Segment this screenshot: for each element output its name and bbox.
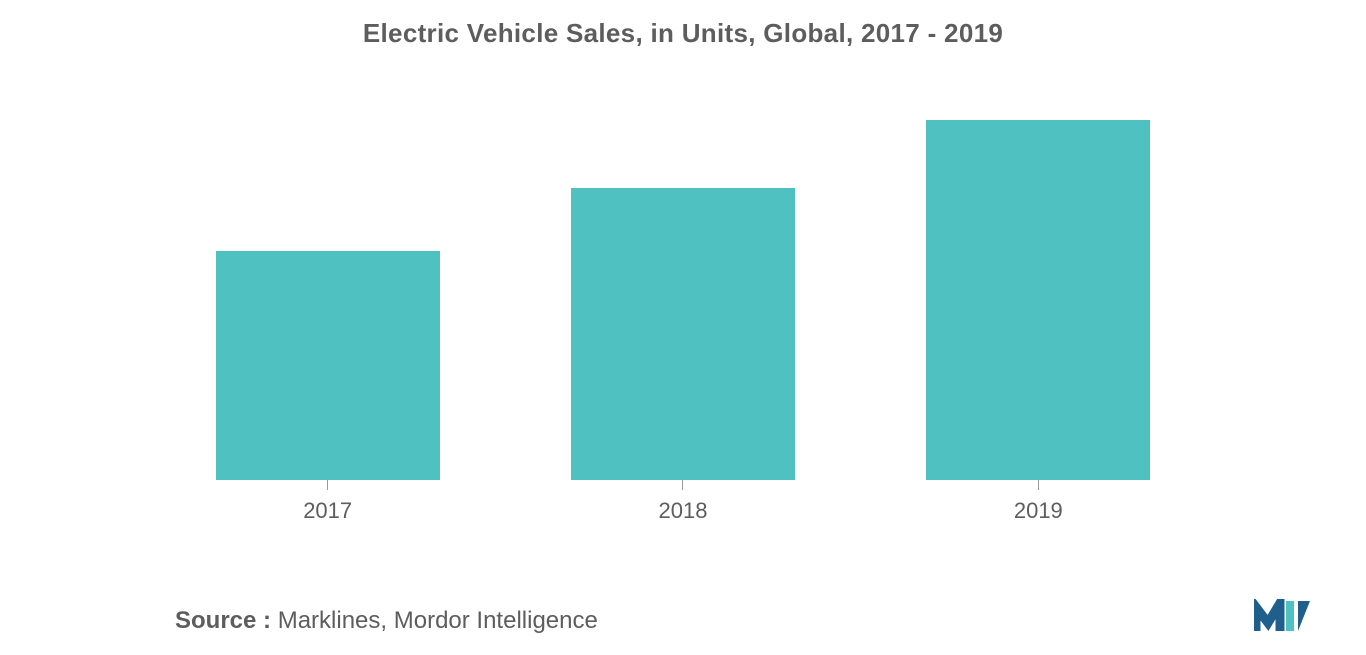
tick-group: 2017: [150, 480, 505, 524]
tick-group: 2018: [505, 480, 860, 524]
bar-2019: [926, 120, 1150, 480]
x-axis-label: 2019: [1014, 498, 1063, 524]
mordor-intelligence-logo-icon: [1254, 599, 1314, 635]
tick-mark: [1038, 480, 1039, 490]
x-axis-label: 2018: [659, 498, 708, 524]
source-text: Marklines, Mordor Intelligence: [278, 607, 598, 634]
x-axis-ticks: 2017 2018 2019: [120, 480, 1246, 524]
bars-wrapper: [120, 90, 1246, 480]
tick-mark: [327, 480, 328, 490]
chart-container: Electric Vehicle Sales, in Units, Global…: [0, 0, 1366, 655]
tick-group: 2019: [861, 480, 1216, 524]
source-line: Source : Marklines, Mordor Intelligence: [175, 607, 598, 635]
tick-mark: [682, 480, 683, 490]
x-axis-label: 2017: [303, 498, 352, 524]
bar-group: [861, 120, 1216, 480]
bar-group: [505, 188, 860, 480]
source-label: Source :: [175, 607, 278, 634]
plot-area: [120, 90, 1246, 480]
bar-group: [150, 251, 505, 480]
chart-title: Electric Vehicle Sales, in Units, Global…: [0, 0, 1366, 49]
bar-2017: [216, 251, 440, 480]
bar-2018: [571, 188, 795, 480]
